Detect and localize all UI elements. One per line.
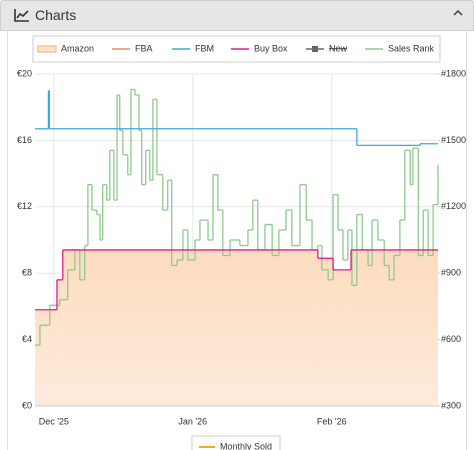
legend-label[interactable]: New: [329, 43, 348, 53]
legend-label[interactable]: FBA: [135, 43, 153, 53]
area-segment: [56, 279, 63, 406]
y2-tick-label: #1500: [441, 135, 466, 145]
legend-label[interactable]: Sales Rank: [388, 43, 435, 53]
series-0: [35, 249, 438, 406]
y2-tick-label: #1200: [441, 201, 466, 211]
series-2: [35, 89, 438, 147]
y-tick-label: €0: [22, 400, 32, 410]
legend-label[interactable]: FBM: [195, 43, 214, 53]
chart-icon: [14, 9, 29, 22]
series-3: [35, 249, 438, 311]
y2-tick-label: #1800: [441, 68, 466, 78]
series-5: [35, 88, 439, 346]
y2-tick-label: #600: [441, 334, 461, 344]
area-segment: [333, 269, 352, 406]
area-segment: [317, 258, 334, 406]
legend-marker: [312, 46, 318, 52]
y2-tick-label: #300: [441, 400, 461, 410]
x-tick-label: Feb '26: [317, 416, 347, 426]
area-segment: [35, 309, 57, 406]
x-tick-label: Dec '25: [39, 416, 69, 426]
panel-header[interactable]: Charts: [0, 0, 474, 31]
y-tick-label: €4: [22, 334, 32, 344]
y-tick-label: €16: [17, 135, 32, 145]
y-tick-label: €20: [17, 68, 32, 78]
legend-swatch: [37, 45, 57, 53]
legend-label[interactable]: Buy Box: [254, 43, 288, 53]
y2-tick-label: #900: [441, 268, 461, 278]
y-tick-label: €12: [17, 201, 32, 211]
chart-box: [7, 30, 467, 450]
legend-label: Monthly Sold: [220, 441, 272, 450]
x-tick-label: Jan '26: [178, 416, 207, 426]
area-segment: [62, 249, 318, 406]
collapse-caret[interactable]: [453, 9, 463, 17]
y-tick-label: €8: [22, 268, 32, 278]
legend-label[interactable]: Amazon: [61, 43, 94, 53]
panel-title: Charts: [35, 7, 77, 23]
